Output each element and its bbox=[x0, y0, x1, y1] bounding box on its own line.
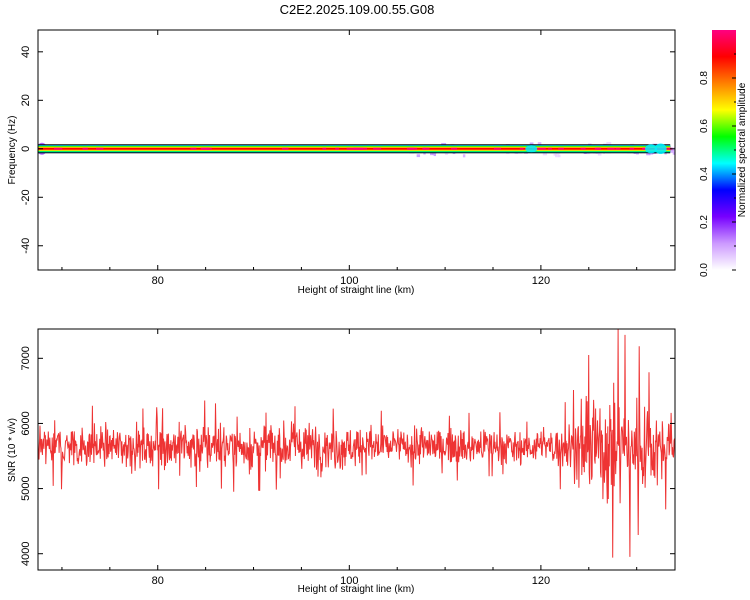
spectrogram-speckle bbox=[669, 149, 674, 153]
spectrogram-ridge-peak bbox=[537, 147, 546, 150]
spectrogram-speckle bbox=[529, 142, 534, 145]
spectrogram-ytick-label: -40 bbox=[20, 238, 32, 254]
figure-title: C2E2.2025.109.00.55.G08 bbox=[280, 2, 435, 17]
spectrogram-ridge-peak bbox=[200, 147, 209, 150]
colorbar: 0.0 0.2 0.4 0.6 0.8 Normalized spectral ampl… bbox=[699, 30, 748, 277]
colorbar-tick-label: 0.2 bbox=[699, 215, 710, 229]
colorbar-tick-label: 0.8 bbox=[699, 71, 710, 85]
spectrogram-ridge-peak bbox=[423, 147, 430, 150]
spectrogram-xtick-label: 120 bbox=[532, 275, 550, 287]
spectrogram-speckle bbox=[537, 142, 542, 145]
colorbar-tick-label: 0.4 bbox=[699, 167, 710, 181]
spectrogram-marks bbox=[38, 141, 675, 158]
snr-ylabel: SNR (10 * v/v) bbox=[7, 418, 18, 482]
spectrogram-speckle bbox=[445, 153, 448, 155]
spectrogram-ridge-peak bbox=[373, 147, 382, 150]
spectrogram-speckle bbox=[649, 152, 654, 155]
spectrogram-ridge-peak bbox=[548, 147, 552, 150]
spectrogram-ridge-peak bbox=[207, 147, 212, 150]
snr-marks bbox=[38, 329, 675, 558]
colorbar-tick-label: 0.0 bbox=[699, 263, 710, 277]
spectrogram-ridge-peak bbox=[610, 147, 615, 150]
spectrogram-ridge-peak bbox=[95, 147, 104, 150]
spectrogram-ridge-peak bbox=[190, 147, 197, 150]
spectrogram-ytick-label: 40 bbox=[20, 46, 32, 58]
spectrogram-ridge-lump bbox=[525, 145, 538, 153]
colorbar-label: Normalized spectral amplitude bbox=[737, 82, 748, 217]
spectrogram-ridge-peak bbox=[580, 147, 586, 150]
spectrogram-ridge-peak bbox=[667, 147, 673, 150]
spectrogram-speckle bbox=[669, 148, 674, 151]
spectrogram-ridge-peak bbox=[629, 147, 635, 150]
colorbar-bar bbox=[712, 30, 736, 270]
spectrogram-speckle bbox=[433, 153, 437, 157]
spectrogram-xtick-label: 80 bbox=[152, 275, 164, 287]
snr-frame bbox=[37, 328, 676, 571]
snr-ytick-label: 4000 bbox=[20, 541, 32, 565]
spectrogram-ridge-peak bbox=[322, 147, 327, 150]
spectrogram-ridge-peak bbox=[335, 147, 340, 150]
spectrogram-speckle bbox=[423, 152, 426, 155]
spectrogram-speckle bbox=[555, 153, 560, 158]
spectrogram-ridge-peak bbox=[450, 147, 458, 150]
snr-xlabel: Height of straight line (km) bbox=[298, 584, 415, 595]
spectrogram-ridge-peak bbox=[519, 147, 524, 150]
spectrogram-frame bbox=[37, 29, 676, 271]
spectrogram-panel: 80 100 120 40 20 0 -20 -40 Height of straight l… bbox=[7, 29, 676, 296]
spectrogram-speckle bbox=[606, 141, 612, 145]
spectrogram-ridge-lump bbox=[654, 143, 667, 155]
spectrogram-ylabel: Frequency (Hz) bbox=[7, 116, 18, 185]
spectrogram-ridge-peak bbox=[558, 147, 564, 150]
spectrogram-ridge-peak bbox=[406, 147, 415, 150]
snr-ytick-label: 6000 bbox=[20, 411, 32, 435]
spectrogram-xlabel: Height of straight line (km) bbox=[298, 285, 415, 296]
spectrogram-speckle bbox=[429, 151, 434, 156]
spectrogram-ytick-label: 20 bbox=[20, 94, 32, 106]
spectrogram-speckle bbox=[672, 152, 675, 155]
snr-xtick-label: 120 bbox=[532, 575, 550, 587]
spectrogram-speckle bbox=[672, 149, 675, 153]
spectrogram-ridge-peak bbox=[82, 147, 88, 150]
snr-panel: 80 100 120 7000 6000 5000 4000 Height of strai… bbox=[7, 328, 676, 595]
spectrogram-speckle bbox=[664, 152, 667, 155]
snr-ticks: 80 100 120 7000 6000 5000 4000 bbox=[20, 329, 675, 587]
spectrogram-ridge-peak bbox=[594, 147, 601, 150]
spectrogram-ytick-label: -20 bbox=[20, 189, 32, 205]
spectrogram-speckle bbox=[597, 152, 602, 156]
colorbar-ticks: 0.0 0.2 0.4 0.6 0.8 bbox=[699, 53, 736, 277]
spectrogram-ridge-peak bbox=[607, 147, 612, 150]
spectrogram-ticks: 80 100 120 40 20 0 -20 -40 bbox=[20, 30, 675, 287]
spectrogram-ridge-peak bbox=[615, 147, 621, 150]
spectrogram-speckle bbox=[462, 154, 466, 158]
snr-xtick-label: 80 bbox=[152, 575, 164, 587]
colorbar-tick-label: 0.6 bbox=[699, 119, 710, 133]
spectrogram-speckle bbox=[416, 154, 421, 158]
spectrogram-speckle bbox=[558, 154, 561, 158]
spectrogram-ytick-label: 0 bbox=[20, 146, 32, 152]
snr-xtick-label: 100 bbox=[340, 575, 358, 587]
spectrogram-ridge-peak bbox=[346, 147, 356, 150]
spectrogram-ridge-lump bbox=[645, 144, 658, 154]
spectrogram-ridge-peak bbox=[281, 147, 289, 150]
snr-ytick-label: 7000 bbox=[20, 346, 32, 370]
spectrogram-ridge-peak bbox=[54, 147, 63, 150]
spectrogram-xtick-label: 100 bbox=[340, 275, 358, 287]
spectrogram-speckle bbox=[542, 152, 548, 156]
snr-series-line bbox=[38, 329, 675, 558]
spectrogram-ridge-peak bbox=[493, 147, 502, 150]
spectrogram-ridge-peak bbox=[354, 147, 364, 150]
spectrogram-speckle bbox=[646, 152, 651, 156]
snr-ytick-label: 5000 bbox=[20, 476, 32, 500]
